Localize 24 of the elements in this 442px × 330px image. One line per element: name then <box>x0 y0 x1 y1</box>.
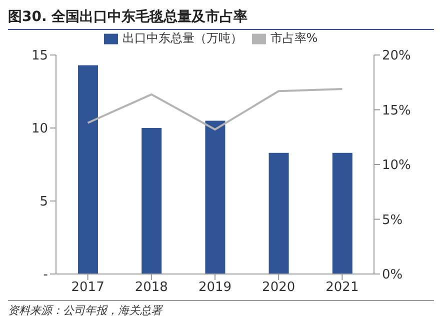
legend-label: 出口中东总量（万吨） <box>122 31 242 45</box>
chart-title: 图30. 全国出口中东毛毯总量及市占率 <box>8 8 434 30</box>
y2-tick-label: 5% <box>382 212 403 228</box>
bar <box>205 120 226 274</box>
x-tick-label: 2018 <box>134 280 168 296</box>
y-tick-label: 5 <box>40 194 48 210</box>
x-tick-label: 2021 <box>326 280 359 296</box>
y-tick-label: 10 <box>31 122 48 137</box>
y2-tick-label: 15% <box>382 103 411 118</box>
bar <box>78 65 98 274</box>
y2-tick-label: 20% <box>382 48 411 64</box>
line-series <box>86 88 344 130</box>
bar <box>142 128 162 274</box>
x-tick-label: 2017 <box>71 280 104 296</box>
x-tick-label: 2019 <box>198 280 232 296</box>
y-tick-label: 15 <box>31 48 48 64</box>
y2-tick-label: 10% <box>382 158 411 174</box>
y2-tick-label: 0% <box>382 268 403 283</box>
text: 资料来源：公司年报，海关总署 <box>8 300 434 318</box>
bar <box>268 152 289 274</box>
x-tick-label: 2020 <box>262 280 296 296</box>
bar <box>332 152 352 274</box>
y-tick-label: - <box>43 268 48 283</box>
legend-label: 市占率% <box>270 31 318 45</box>
